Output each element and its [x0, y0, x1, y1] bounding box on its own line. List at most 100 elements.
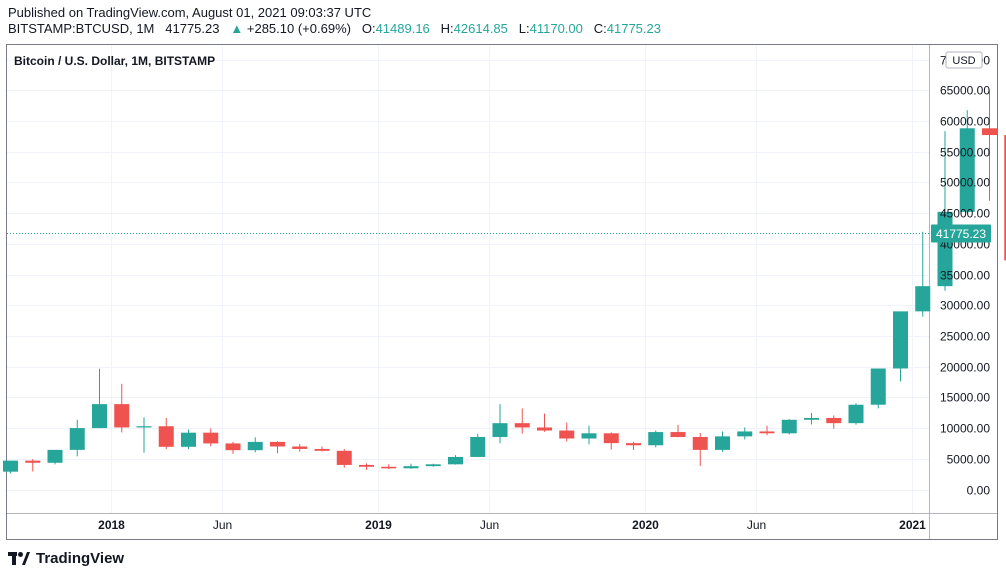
candle[interactable] — [781, 419, 797, 435]
candle[interactable] — [292, 444, 308, 452]
last-price: 41775.23 — [165, 21, 220, 36]
candle[interactable] — [25, 459, 41, 472]
candle[interactable] — [715, 431, 730, 452]
candle[interactable] — [1004, 124, 1006, 305]
candle[interactable] — [470, 433, 486, 457]
candle-body — [3, 460, 18, 472]
candle[interactable] — [626, 441, 641, 450]
ohlc-line: BITSTAMP:BTCUSD, 1M 41775.23 ▲ +285.10 (… — [8, 21, 661, 36]
candle-body — [826, 417, 842, 424]
y-tick-label: 50000.00 — [940, 176, 990, 190]
chart-frame[interactable] — [6, 44, 998, 540]
candle[interactable] — [759, 425, 775, 436]
candle[interactable] — [670, 425, 686, 438]
current-price-badge: 41775.23 — [931, 224, 991, 243]
candle-body — [47, 449, 63, 463]
candle-body — [403, 466, 419, 469]
high-label: H: — [440, 21, 454, 36]
candle[interactable] — [959, 110, 975, 214]
candle-body — [1004, 135, 1006, 261]
x-tick-label: 2021 — [899, 518, 926, 532]
candle-body — [203, 432, 219, 444]
grid-lines — [7, 45, 997, 539]
candle-body — [225, 443, 241, 451]
candle[interactable] — [270, 441, 285, 454]
candle-body — [848, 404, 864, 424]
brand-name: TradingView — [36, 550, 125, 567]
y-tick-label: 45000.00 — [940, 207, 990, 221]
currency-badge[interactable]: USD — [945, 51, 983, 69]
candle[interactable] — [114, 383, 130, 433]
candle[interactable] — [603, 432, 619, 450]
candle-body — [381, 466, 397, 469]
x-axis: 2018Jun2019Jun2020Jun2021Jun — [98, 518, 926, 532]
candle[interactable] — [826, 415, 842, 429]
candle-body — [982, 128, 997, 136]
candle[interactable] — [537, 413, 552, 432]
candle-body — [737, 431, 753, 437]
open-value: 41489.16 — [375, 21, 430, 36]
candle-body — [781, 419, 797, 434]
candle[interactable] — [915, 231, 931, 317]
candle[interactable] — [314, 446, 330, 452]
candle[interactable] — [804, 413, 819, 425]
close-value: 41775.23 — [606, 21, 661, 36]
candle[interactable] — [403, 463, 419, 469]
candle[interactable] — [136, 417, 152, 453]
candle[interactable] — [982, 90, 997, 201]
candle[interactable] — [893, 311, 908, 382]
candle[interactable] — [92, 368, 107, 429]
x-tick-label: 2018 — [98, 518, 125, 532]
candle-body — [915, 286, 931, 312]
y-tick-label: 15000.00 — [940, 391, 990, 405]
candle-body — [670, 432, 686, 437]
candle[interactable] — [648, 430, 664, 448]
candle[interactable] — [181, 429, 196, 450]
candle[interactable] — [559, 422, 575, 442]
candle-body — [25, 460, 41, 463]
candle-body — [959, 128, 975, 212]
candle[interactable] — [737, 427, 753, 440]
candle-body — [559, 430, 575, 439]
candle[interactable] — [203, 428, 219, 447]
y-tick-label: 10000.00 — [940, 422, 990, 436]
candle-body — [359, 464, 374, 467]
candle-body — [537, 427, 552, 431]
currency-label: USD — [952, 55, 975, 67]
candle[interactable] — [69, 419, 85, 457]
candle[interactable] — [425, 463, 441, 467]
y-tick-label: 20000.00 — [940, 361, 990, 375]
candle[interactable] — [225, 441, 241, 454]
candle[interactable] — [3, 460, 18, 474]
x-tick-label: 2019 — [365, 518, 392, 532]
y-tick-label: 30000.00 — [940, 299, 990, 313]
open-label: O: — [361, 21, 376, 36]
candle-body — [92, 404, 107, 429]
y-tick-label: 60000.00 — [940, 115, 990, 129]
candle[interactable] — [247, 437, 263, 453]
candle[interactable] — [492, 404, 508, 444]
brand-footer[interactable]: TradingView — [8, 550, 124, 567]
x-tick-label: Jun — [213, 518, 232, 532]
y-tick-label: 35000.00 — [940, 269, 990, 283]
candle[interactable] — [47, 449, 63, 465]
current-price-label: 41775.23 — [936, 227, 986, 241]
candle[interactable] — [870, 368, 886, 409]
candle[interactable] — [848, 403, 864, 425]
candle[interactable] — [581, 425, 597, 445]
low-label: L: — [518, 21, 530, 36]
published-line: Published on TradingView.com, August 01,… — [8, 5, 372, 20]
chart-title: Bitcoin / U.S. Dollar, 1M, BITSTAMP — [14, 54, 215, 68]
candle[interactable] — [359, 463, 374, 470]
candle-body — [870, 368, 886, 405]
y-tick-label: 25000.00 — [940, 330, 990, 344]
candle[interactable] — [692, 432, 708, 466]
candle[interactable] — [448, 455, 463, 465]
candle[interactable] — [514, 408, 530, 434]
price-change: +285.10 (+0.69%) — [246, 21, 351, 36]
candle[interactable] — [336, 448, 352, 468]
y-tick-label: 5000.00 — [947, 453, 991, 467]
candle[interactable] — [381, 464, 397, 469]
candle[interactable] — [158, 417, 174, 450]
